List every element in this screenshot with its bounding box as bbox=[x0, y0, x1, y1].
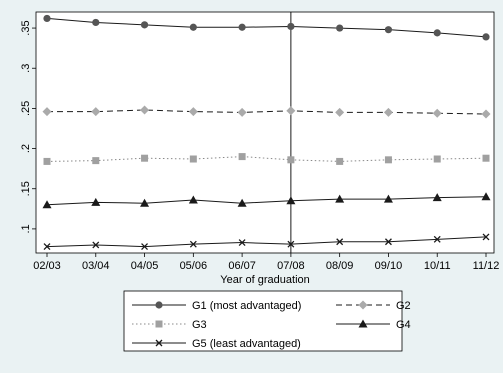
x-tick-label: 07/08 bbox=[277, 260, 305, 272]
x-tick-label: 11/12 bbox=[473, 260, 500, 272]
series-line-1 bbox=[46, 17, 487, 38]
data-point bbox=[43, 243, 51, 251]
data-point bbox=[481, 192, 491, 201]
data-point bbox=[336, 238, 344, 246]
data-point bbox=[482, 33, 490, 41]
data-point bbox=[287, 22, 295, 31]
x-tick-label: 02/03 bbox=[33, 260, 61, 272]
data-point bbox=[92, 157, 100, 165]
legend-marker bbox=[358, 319, 368, 328]
data-point bbox=[287, 156, 295, 164]
legend-label: G4 bbox=[396, 319, 411, 331]
data-point bbox=[433, 29, 441, 37]
legend-label: G5 (least advantaged) bbox=[192, 338, 301, 350]
x-tick-label: 08/09 bbox=[326, 260, 354, 272]
x-tick-label: 10/11 bbox=[424, 260, 451, 272]
series-line-3 bbox=[46, 156, 487, 162]
data-point bbox=[188, 195, 198, 204]
data-point bbox=[383, 107, 393, 117]
data-point bbox=[237, 198, 247, 207]
data-point bbox=[287, 240, 295, 248]
data-point bbox=[140, 105, 150, 115]
data-point bbox=[189, 23, 197, 31]
data-point bbox=[482, 233, 490, 241]
data-point bbox=[140, 21, 149, 29]
legend-label: G3 bbox=[192, 319, 207, 331]
legend-marker bbox=[358, 300, 368, 310]
data-point bbox=[482, 154, 490, 162]
y-tick-label: .3 bbox=[20, 64, 32, 73]
x-tick-label: 03/04 bbox=[82, 260, 110, 272]
series-line-5 bbox=[46, 236, 487, 248]
data-point bbox=[91, 197, 101, 206]
plot-area bbox=[35, 11, 495, 254]
data-point bbox=[286, 106, 296, 116]
legend-marker bbox=[155, 301, 163, 309]
data-point bbox=[383, 194, 393, 203]
data-point bbox=[238, 239, 246, 247]
data-point bbox=[141, 154, 149, 162]
data-point bbox=[42, 200, 52, 209]
data-point bbox=[335, 194, 345, 203]
data-point bbox=[140, 198, 150, 207]
x-tick-label: 05/06 bbox=[180, 260, 208, 272]
data-point bbox=[336, 24, 344, 32]
data-point bbox=[384, 156, 392, 164]
data-point bbox=[336, 157, 344, 165]
data-point bbox=[188, 107, 198, 117]
data-point bbox=[189, 240, 197, 248]
y-tick-label: .2 bbox=[20, 144, 32, 153]
series-line-4 bbox=[46, 196, 487, 206]
data-point bbox=[433, 155, 441, 163]
x-tick-label: 06/07 bbox=[228, 260, 256, 272]
data-point bbox=[141, 243, 149, 251]
x-tick-label: 09/10 bbox=[375, 260, 403, 272]
axes: .1 .15 .2 .25 .3 .35 02/03 03/04 04/05 05/06 06/07… bbox=[20, 20, 499, 272]
data-point bbox=[238, 153, 246, 161]
data-point bbox=[91, 107, 101, 117]
data-point bbox=[433, 235, 441, 243]
y-tick-label: .1 bbox=[20, 224, 32, 233]
legend-label: G2 bbox=[396, 300, 411, 312]
y-tick-label: .15 bbox=[20, 181, 32, 196]
legend-box bbox=[123, 290, 403, 352]
y-tick-label: .35 bbox=[20, 20, 32, 35]
data-point bbox=[43, 14, 51, 23]
y-tick-label: .25 bbox=[20, 101, 32, 116]
data-point bbox=[384, 26, 393, 34]
series-line-2 bbox=[47, 109, 487, 115]
data-point bbox=[189, 155, 197, 163]
x-tick-label: 04/05 bbox=[131, 260, 159, 272]
data-point bbox=[238, 23, 246, 31]
data-point bbox=[92, 18, 100, 27]
data-point bbox=[92, 241, 100, 249]
data-point bbox=[384, 238, 392, 246]
legend-marker bbox=[155, 320, 163, 328]
legend: G1 (most advantaged) G2 G3 G4 G5 (least adva… bbox=[132, 300, 411, 350]
series-lines bbox=[42, 12, 491, 253]
legend-marker bbox=[155, 339, 163, 347]
data-point bbox=[335, 107, 345, 117]
data-point bbox=[43, 157, 51, 165]
data-point bbox=[42, 107, 52, 117]
data-point bbox=[432, 108, 442, 118]
legend-label: G1 (most advantaged) bbox=[192, 300, 301, 312]
data-point bbox=[286, 196, 296, 205]
data-point bbox=[432, 193, 442, 202]
data-point bbox=[481, 109, 491, 119]
data-point bbox=[237, 107, 247, 117]
x-axis-label: Year of graduation bbox=[220, 274, 310, 286]
